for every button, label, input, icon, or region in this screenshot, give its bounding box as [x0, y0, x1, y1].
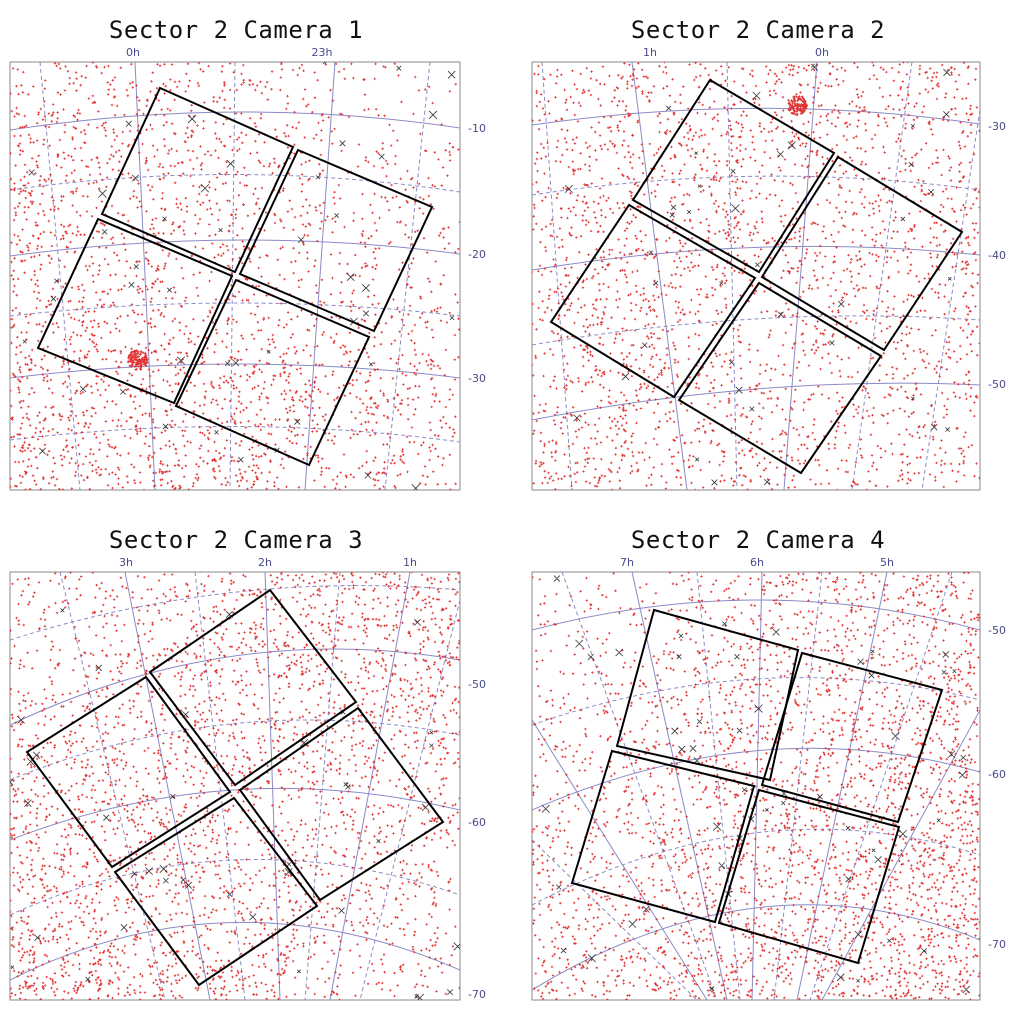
- star-markers: [10, 62, 460, 490]
- ra-label: 1h: [643, 46, 657, 59]
- dec-label: -20: [468, 248, 486, 261]
- camera-panel-4: Sector 2 Camera 4: [522, 510, 1024, 1022]
- sky-plot: [531, 61, 981, 491]
- coordinate-grid: [532, 62, 980, 490]
- ccd-footprint: [549, 78, 964, 475]
- sky-plot: [9, 61, 461, 491]
- ccd-1: [631, 78, 836, 274]
- dec-label: -50: [468, 678, 486, 691]
- ra-label: 1h: [403, 556, 417, 569]
- dec-label: -60: [988, 768, 1006, 781]
- camera-panel-1: Sector 2 Camera 1: [0, 0, 512, 512]
- ccd-4: [174, 278, 371, 467]
- dec-label: -30: [988, 120, 1006, 133]
- ccd-4: [717, 788, 901, 965]
- dec-label: -70: [468, 988, 486, 1001]
- star-markers: [532, 572, 980, 1000]
- panel-title: Sector 2 Camera 4: [631, 526, 885, 554]
- ra-label: 6h: [750, 556, 764, 569]
- ra-label: 2h: [258, 556, 272, 569]
- ra-label: 0h: [815, 46, 829, 59]
- bright-stars: [10, 608, 460, 1000]
- dec-label: -30: [468, 372, 486, 385]
- ccd-footprint: [36, 86, 434, 467]
- camera-panel-3: Sector 2 Camera 3: [0, 510, 512, 1022]
- panel-title: Sector 2 Camera 3: [109, 526, 363, 554]
- ccd-2: [760, 651, 944, 824]
- dec-label: -10: [468, 122, 486, 135]
- ccd-3: [25, 675, 232, 869]
- ra-label: 3h: [119, 556, 133, 569]
- ccd-3: [549, 203, 757, 399]
- bright-star-markers: [10, 608, 460, 1000]
- panel-title: Sector 2 Camera 2: [631, 16, 885, 44]
- star-field: [10, 62, 460, 490]
- ra-label: 7h: [620, 556, 634, 569]
- dec-label: -50: [988, 624, 1006, 637]
- panel-title: Sector 2 Camera 1: [109, 16, 363, 44]
- ccd-footprint: [570, 608, 944, 965]
- ccd-footprint: [25, 588, 445, 987]
- star-field: [532, 62, 980, 490]
- star-markers: [10, 572, 460, 1000]
- bright-star-markers: [564, 63, 952, 486]
- coordinate-grid: [10, 62, 460, 490]
- ccd-4: [113, 796, 319, 987]
- sky-plot: [9, 571, 461, 1001]
- ra-label: 0h: [126, 46, 140, 59]
- ccd-2: [238, 706, 445, 902]
- camera-panel-2: Sector 2 Camera 2: [522, 0, 1024, 512]
- star-field: [10, 572, 460, 1000]
- dec-label: -70: [988, 938, 1006, 951]
- ccd-1: [100, 86, 295, 274]
- star-markers: [532, 62, 980, 490]
- ccd-3: [570, 749, 756, 924]
- ra-label: 5h: [880, 556, 894, 569]
- ccd-2: [238, 148, 434, 333]
- plot-frame: [9, 61, 461, 491]
- bright-stars: [564, 63, 952, 486]
- plot-frame: [531, 61, 981, 491]
- ccd-2: [760, 155, 964, 352]
- ccd-1: [615, 608, 800, 782]
- ccd-1: [148, 588, 358, 787]
- dec-label: -40: [988, 249, 1006, 262]
- plot-frame: [531, 571, 981, 1001]
- plot-frame: [9, 571, 461, 1001]
- ra-label: 23h: [312, 46, 333, 59]
- ccd-4: [677, 281, 883, 475]
- ccd-3: [36, 217, 234, 405]
- coordinate-grid: [10, 572, 460, 1000]
- sky-plot: [531, 571, 981, 1001]
- star-field: [532, 572, 980, 1000]
- dec-label: -50: [988, 378, 1006, 391]
- dec-label: -60: [468, 816, 486, 829]
